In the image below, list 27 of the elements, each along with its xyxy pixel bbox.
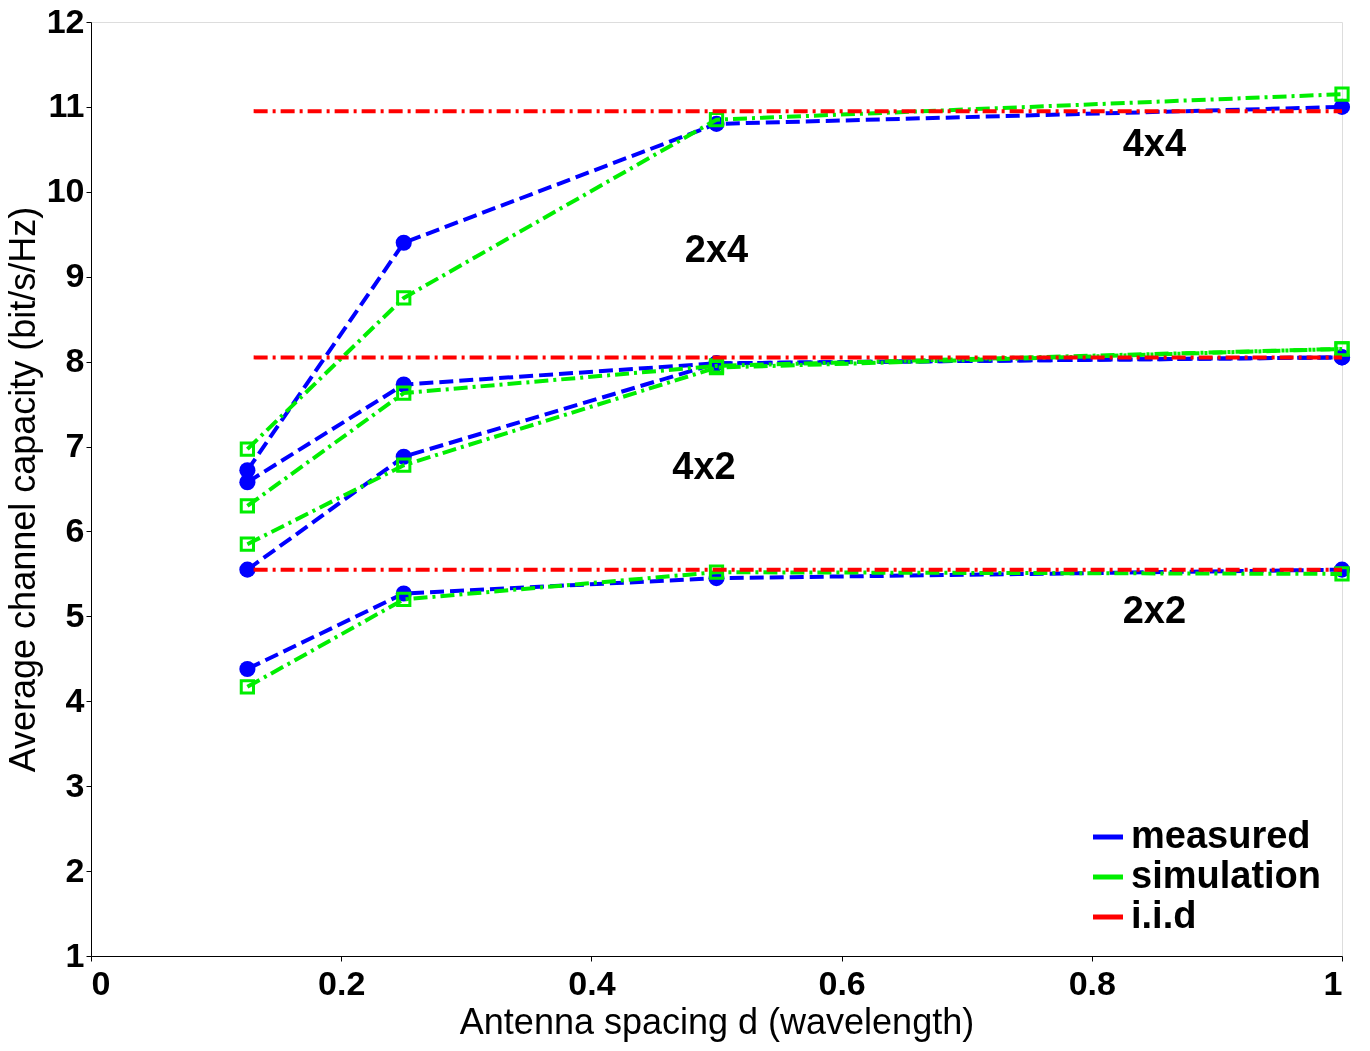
annotation: 2x4 [684,227,749,270]
x-axis-title: Antenna spacing d (wavelength) [459,1000,975,1042]
annotation: 4x2 [672,444,736,487]
y-tick-label: 8 [65,341,85,380]
y-tick-label: 3 [65,765,85,804]
legend-label: i.i.d [1131,894,1197,936]
y-tick-label: 5 [65,595,85,634]
x-tick-label: 0.4 [568,963,616,1002]
y-axis-title: Average channel capacity (bit/s/Hz) [1,206,43,773]
y-tick-label: 6 [65,510,85,549]
y-tick-label: 7 [65,426,85,465]
y-tick-label: 12 [46,1,85,40]
x-tick-label: 0.8 [1068,963,1116,1002]
legend-label: simulation [1131,854,1322,896]
x-tick-label: 0.6 [818,963,866,1002]
annotation: 2x2 [1122,589,1187,632]
x-tick-label: 0 [91,963,111,1002]
y-tick-label: 11 [48,86,85,125]
y-tick-label: 2 [65,850,85,889]
x-tick-label: 1 [1323,963,1343,1002]
legend-label: measured [1131,814,1311,856]
y-tick-label: 1 [65,935,85,974]
annotation: 4x4 [1122,122,1187,165]
y-tick-label: 4 [65,680,85,719]
x-tick-label: 0.2 [318,963,366,1002]
y-tick-label: 10 [46,171,85,210]
y-tick-label: 9 [65,256,85,295]
